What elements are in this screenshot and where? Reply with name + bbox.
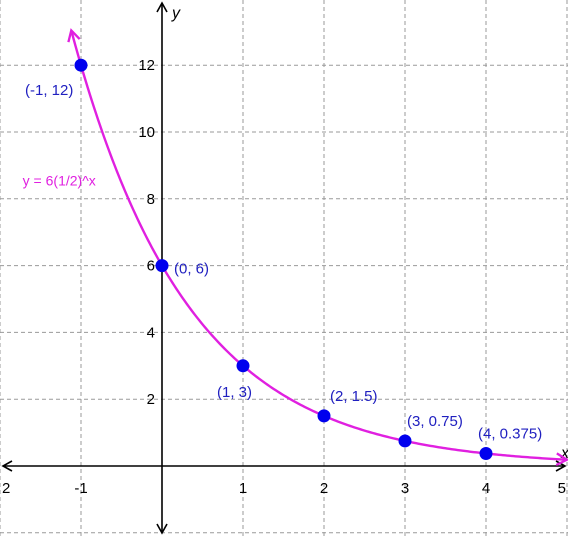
point-label: (3, 0.75) (407, 413, 463, 430)
x-tick-label: 1 (239, 480, 247, 497)
y-axis-label: y (171, 5, 181, 22)
data-point (155, 259, 169, 273)
point-label: (1, 3) (217, 384, 252, 401)
point-label: (-1, 12) (25, 82, 73, 99)
y-tick-label: 12 (138, 57, 155, 74)
data-point (317, 409, 331, 423)
y-tick-label: 2 (147, 391, 155, 408)
y-tick-label: 4 (147, 324, 155, 341)
point-label: (0, 6) (174, 261, 209, 278)
x-tick-label: 2 (320, 480, 328, 497)
x-tick-label: 5 (558, 480, 566, 497)
curve: y = 6(1/2)^x (23, 30, 567, 459)
point-label: (2, 1.5) (330, 388, 378, 405)
y-tick-label: 8 (147, 191, 155, 208)
curve-line (71, 30, 567, 459)
point-label: (4, 0.375) (478, 425, 542, 442)
x-tick-label: 3 (401, 480, 409, 497)
data-point (398, 434, 412, 448)
x-tick-label: 2 (2, 480, 10, 497)
data-point (236, 359, 250, 373)
data-point (479, 446, 493, 460)
y-tick-label: 10 (138, 124, 155, 141)
data-point (74, 58, 88, 72)
curve-equation-label: y = 6(1/2)^x (23, 172, 96, 188)
y-tick-label: 6 (147, 258, 155, 275)
points (74, 58, 493, 460)
x-tick-label: 4 (482, 480, 490, 497)
x-tick-label: -1 (74, 480, 87, 497)
point-labels: (-1, 12) (0, 6) (1, 3) (2, 1.5) (3, 0.75) (4,… (25, 82, 542, 442)
